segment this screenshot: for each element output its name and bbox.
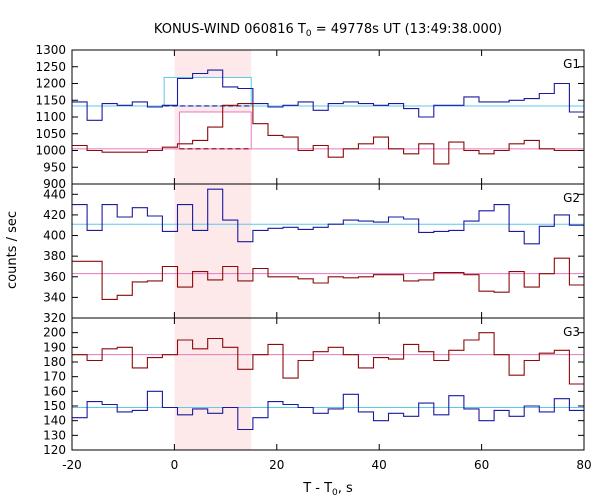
y-tick-label: 1250 bbox=[35, 60, 66, 74]
x-axis-label-main: T - T bbox=[302, 481, 332, 496]
series-blue-g3 bbox=[72, 390, 584, 431]
panel-label: G1 bbox=[563, 57, 580, 71]
interval-box-0 bbox=[163, 76, 252, 107]
y-tick-label: 360 bbox=[43, 270, 66, 284]
x-tick-label: -20 bbox=[62, 458, 82, 472]
x-tick-label: 20 bbox=[269, 458, 284, 472]
series-red-g2 bbox=[72, 257, 584, 300]
x-axis-label-rest: , s bbox=[338, 481, 353, 496]
y-tick-label: 120 bbox=[43, 443, 66, 457]
y-tick-label: 380 bbox=[43, 249, 66, 263]
y-tick-label: 1000 bbox=[35, 144, 66, 158]
panel-g1: 900 950 1000 1050 1100 1150 1200 1250 1300 G1 bbox=[35, 43, 585, 191]
panel-label: G2 bbox=[563, 191, 580, 205]
y-tick-label: 950 bbox=[43, 160, 66, 174]
y-tick-label: 320 bbox=[43, 311, 66, 325]
panel-plot-area bbox=[72, 188, 584, 300]
series-blue-g1 bbox=[72, 69, 584, 121]
y-tick-label: 1100 bbox=[35, 110, 66, 124]
y-tick-label: 150 bbox=[43, 399, 66, 413]
y-tick-label: 130 bbox=[43, 428, 66, 442]
y-tick-label: 190 bbox=[43, 340, 66, 354]
panel-frame bbox=[71, 317, 585, 451]
chart-title-main: KONUS-WIND 060816 T bbox=[154, 22, 306, 37]
y-tick-label: 140 bbox=[43, 414, 66, 428]
panel-label: G3 bbox=[563, 325, 580, 339]
y-tick-label: 440 bbox=[43, 187, 66, 201]
chart-title: KONUS-WIND 060816 T0 = 49778s UT (13:49:… bbox=[154, 22, 502, 39]
y-tick-label: 180 bbox=[43, 355, 66, 369]
y-tick-label: 200 bbox=[43, 326, 66, 340]
interval-box-1 bbox=[179, 111, 252, 150]
x-axis-label-subscript: 0 bbox=[332, 488, 338, 498]
series-red-g1 bbox=[72, 103, 584, 165]
x-axis-label: T - T0, s bbox=[302, 481, 353, 498]
y-tick-label: 160 bbox=[43, 384, 66, 398]
panel-plot-area bbox=[72, 69, 584, 165]
y-tick-label: 1200 bbox=[35, 77, 66, 91]
series-blue-g2 bbox=[72, 188, 584, 245]
chart-title-subscript: 0 bbox=[306, 29, 312, 39]
x-tick-label: 40 bbox=[372, 458, 387, 472]
y-tick-label: 170 bbox=[43, 370, 66, 384]
panel-g2: 320 340 360 380 400 420 440 G2 bbox=[43, 183, 585, 325]
x-tick-label: 60 bbox=[474, 458, 489, 472]
y-tick-label: 1150 bbox=[35, 93, 66, 107]
y-tick-label: 400 bbox=[43, 229, 66, 243]
y-axis-label: counts / sec bbox=[5, 211, 20, 289]
highlight-interval bbox=[174, 50, 252, 450]
x-tick-label: 0 bbox=[171, 458, 179, 472]
y-tick-label: 1050 bbox=[35, 127, 66, 141]
chart-marks: 9009501000105011001150120012501300G13203… bbox=[35, 43, 591, 472]
y-tick-label: 340 bbox=[43, 290, 66, 304]
y-tick-label: 1300 bbox=[35, 43, 66, 57]
panel-plot-area bbox=[72, 332, 584, 431]
chart-title-rest: = 49778s UT (13:49:38.000) bbox=[312, 22, 502, 37]
series-red-g3 bbox=[72, 332, 584, 385]
x-tick-label: 80 bbox=[576, 458, 591, 472]
y-tick-label: 420 bbox=[43, 208, 66, 222]
y-tick-label: 900 bbox=[43, 177, 66, 191]
